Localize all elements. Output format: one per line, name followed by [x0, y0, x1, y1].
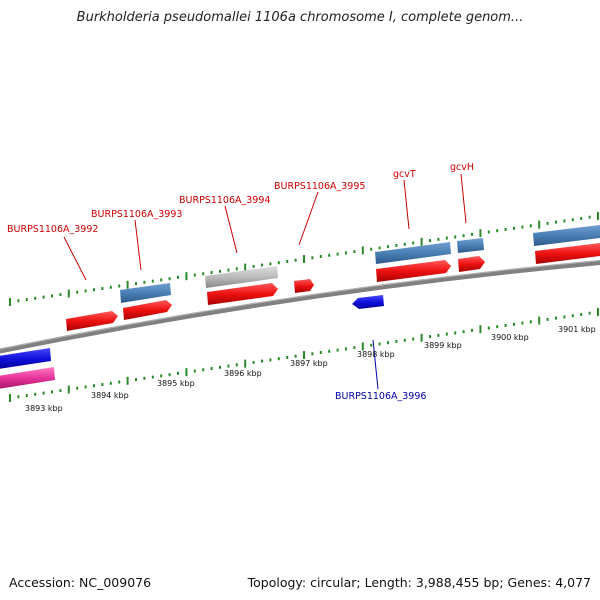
chromosome-backbone: [0, 259, 600, 354]
rna-features: [120, 225, 600, 303]
gene-label[interactable]: BURPS1106A_3992: [7, 224, 98, 235]
gene-label[interactable]: BURPS1106A_3994: [179, 195, 270, 206]
gene-arrow[interactable]: [458, 256, 485, 272]
feature-bar[interactable]: [120, 283, 171, 303]
scale-tick-label: 3896 kbp: [224, 369, 262, 378]
scale-tick-label: 3901 kbp: [558, 325, 596, 334]
gene-label[interactable]: BURPS1106A_3993: [91, 209, 182, 220]
gene-arrow[interactable]: [294, 279, 314, 293]
feature-bar[interactable]: [375, 242, 451, 264]
scale-tick-label: 3899 kbp: [424, 341, 462, 350]
genome-summary-text: Topology: circular; Length: 3,988,455 bp…: [247, 575, 591, 590]
forward-strand-genes: [66, 243, 600, 331]
accession-text: Accession: NC_009076: [9, 575, 152, 590]
scale-tick-label: 3895 kbp: [157, 379, 195, 388]
gene-label[interactable]: BURPS1106A_3996: [335, 391, 426, 402]
scale-tick-label: 3894 kbp: [91, 391, 129, 400]
gene-arrow[interactable]: [0, 367, 55, 389]
gene-arrow[interactable]: [123, 300, 172, 320]
feature-bar[interactable]: [457, 238, 484, 253]
gene-arrow[interactable]: [352, 295, 384, 309]
gene-label[interactable]: BURPS1106A_3995: [274, 181, 365, 192]
gene-arrow[interactable]: [535, 243, 600, 264]
scale-tick-label: 3900 kbp: [491, 333, 529, 342]
upper-tick-track: [9, 212, 599, 306]
scale-tick-label: 3893 kbp: [25, 404, 63, 413]
scale-tick-label: 3898 kbp: [357, 350, 395, 359]
gene-arrow[interactable]: [0, 348, 51, 369]
gene-arrow[interactable]: [66, 311, 118, 331]
label-leaders: [63, 173, 467, 390]
gene-label[interactable]: gcvT: [393, 169, 416, 180]
reverse-strand-genes: [0, 295, 384, 389]
map-title: Burkholderia pseudomallei 1106a chromoso…: [76, 10, 524, 25]
gene-label[interactable]: gcvH: [450, 162, 474, 173]
scale-tick-label: 3897 kbp: [290, 359, 328, 368]
scale-labels: 3893 kbp 3894 kbp 3895 kbp 3896 kbp 3897…: [25, 325, 596, 413]
gene-labels: BURPS1106A_3992 BURPS1106A_3993 BURPS110…: [7, 162, 474, 402]
gene-arrow[interactable]: [376, 260, 451, 282]
feature-bar[interactable]: [533, 225, 600, 246]
pseudo-gene-bar[interactable]: [205, 266, 278, 288]
scale-track: [9, 308, 599, 402]
gene-arrow[interactable]: [207, 283, 278, 305]
